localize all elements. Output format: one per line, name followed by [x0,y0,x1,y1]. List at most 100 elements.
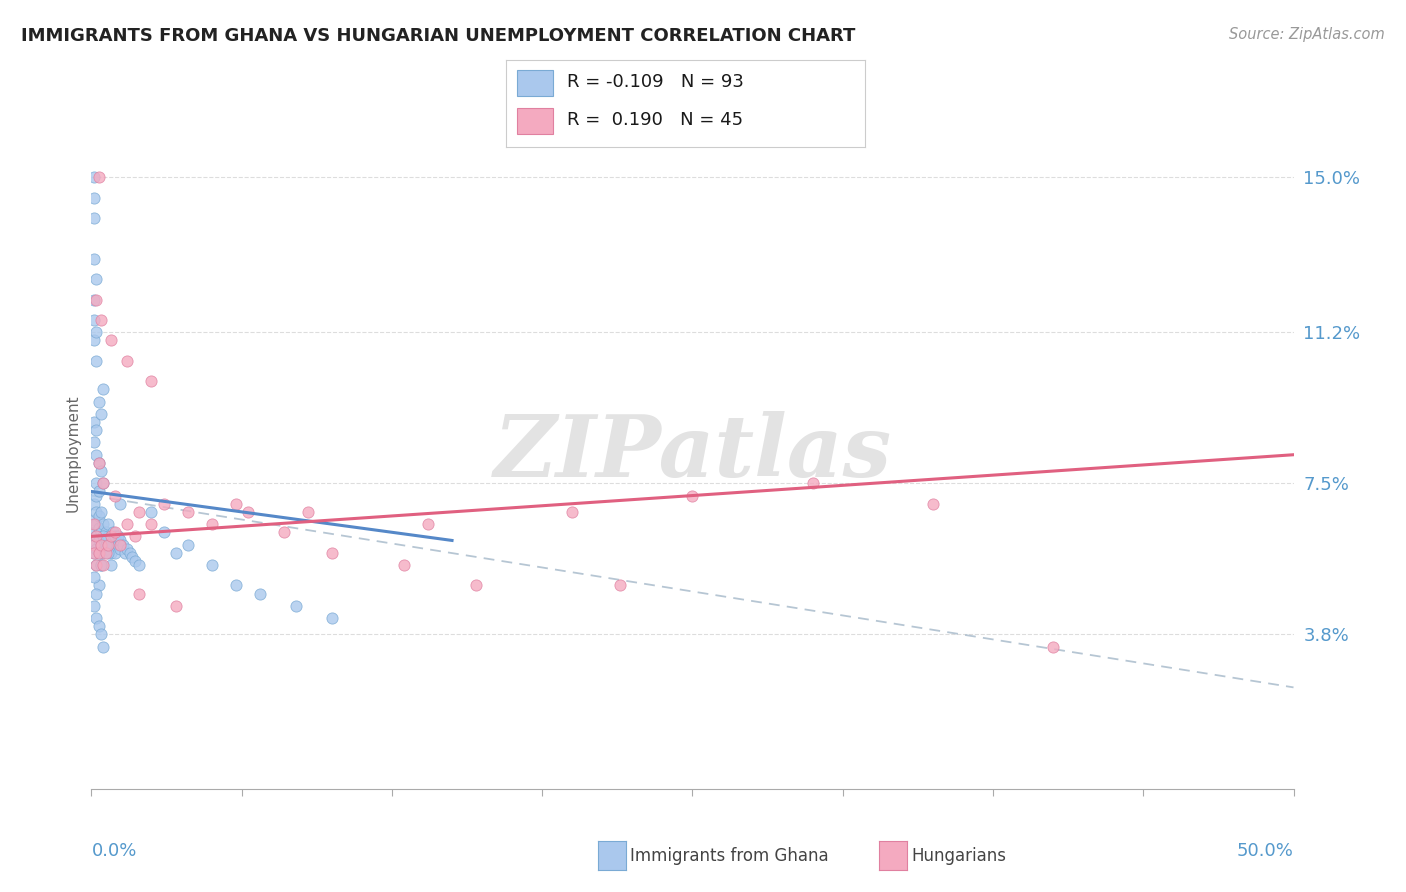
Point [83,252,105,266]
Point [273,525,295,540]
Point [101,537,124,551]
Point [83,537,105,551]
Point [87,546,110,560]
Point [83,497,105,511]
Point [87,456,110,470]
Point [141,517,163,532]
Point [1042,640,1064,654]
Point [87,578,110,592]
Point [117,541,139,556]
Point [84,541,107,556]
Point [117,354,139,368]
Point [104,546,127,560]
Point [90,558,112,572]
Point [321,546,343,560]
Point [84,448,107,462]
Point [284,599,307,613]
Point [87,533,110,548]
Point [118,546,141,560]
Point [84,476,107,491]
Point [84,272,107,286]
Point [84,505,107,519]
Point [84,489,107,503]
Point [93,476,115,491]
Text: IMMIGRANTS FROM GHANA VS HUNGARIAN UNEMPLOYMENT CORRELATION CHART: IMMIGRANTS FROM GHANA VS HUNGARIAN UNEMP… [21,27,855,45]
Point [121,549,143,564]
Text: Source: ZipAtlas.com: Source: ZipAtlas.com [1229,27,1385,42]
Text: Immigrants from Ghana: Immigrants from Ghana [630,847,828,865]
Point [392,558,415,572]
Point [84,558,107,572]
Point [225,497,247,511]
Y-axis label: Unemployment: Unemployment [65,394,80,511]
Point [100,558,122,572]
Point [110,537,132,551]
Text: 50.0%: 50.0% [1237,842,1294,861]
Point [93,517,115,532]
Point [114,546,136,560]
Text: R =  0.190   N = 45: R = 0.190 N = 45 [567,112,744,129]
Point [84,293,107,307]
Point [83,599,105,613]
Point [93,558,115,572]
Point [94,533,117,548]
Point [87,508,110,523]
Point [416,517,439,532]
Point [83,513,105,527]
Point [87,546,110,560]
Point [124,554,146,568]
Point [94,537,117,551]
Point [465,578,488,592]
Point [165,546,187,560]
Point [87,484,110,499]
Text: Hungarians: Hungarians [911,847,1007,865]
Point [297,505,319,519]
Point [84,517,107,532]
Point [107,529,129,543]
Point [87,394,110,409]
Point [225,578,247,592]
Point [93,529,115,543]
Point [90,525,112,540]
Point [93,546,115,560]
Point [90,407,112,421]
Point [90,537,112,551]
Point [249,586,271,600]
Point [87,456,110,470]
Point [83,546,105,560]
Point [100,546,122,560]
Point [84,354,107,368]
Point [83,570,105,584]
Point [152,497,174,511]
Point [111,537,134,551]
Point [128,586,150,600]
Point [100,334,122,348]
Point [321,611,343,625]
Point [104,525,127,540]
Point [83,537,105,551]
Text: ZIPatlas: ZIPatlas [494,411,891,494]
Point [94,541,117,556]
Point [152,525,174,540]
Point [97,517,120,532]
Point [94,546,117,560]
Bar [517,108,553,134]
Point [90,537,112,551]
Point [609,578,631,592]
Point [83,435,105,450]
Point [93,383,115,397]
Point [561,505,583,519]
Point [83,211,105,225]
Point [801,476,824,491]
Point [176,505,198,519]
Bar [517,70,553,96]
Point [97,537,120,551]
Point [84,529,107,543]
Point [90,313,112,327]
Point [83,293,105,307]
Point [110,533,132,548]
Point [87,170,110,185]
Point [83,334,105,348]
Point [201,558,224,572]
Point [100,529,122,543]
